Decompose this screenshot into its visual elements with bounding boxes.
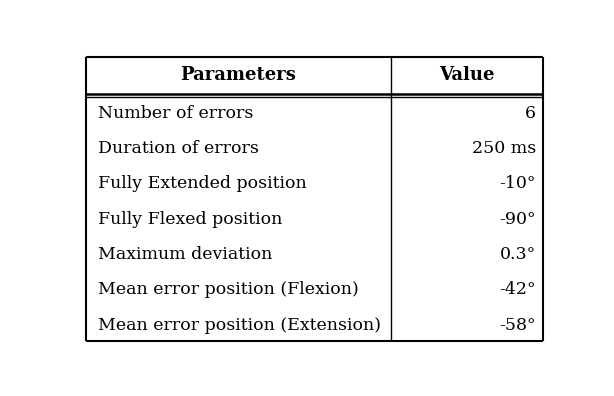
Text: Parameters: Parameters (181, 66, 297, 84)
Text: Duration of errors: Duration of errors (98, 140, 259, 157)
Text: Mean error position (Flexion): Mean error position (Flexion) (98, 282, 359, 299)
Text: 6: 6 (525, 105, 536, 122)
Text: Maximum deviation: Maximum deviation (98, 246, 273, 263)
Text: Value: Value (439, 66, 495, 84)
Text: -42°: -42° (499, 282, 536, 299)
Text: -10°: -10° (499, 175, 536, 192)
Text: 0.3°: 0.3° (500, 246, 536, 263)
Text: Fully Extended position: Fully Extended position (98, 175, 307, 192)
Text: -58°: -58° (499, 317, 536, 334)
Text: 250 ms: 250 ms (472, 140, 536, 157)
Text: Mean error position (Extension): Mean error position (Extension) (98, 317, 381, 334)
Bar (86, 57, 543, 94)
Text: Fully Flexed position: Fully Flexed position (98, 211, 282, 228)
Text: -90°: -90° (499, 211, 536, 228)
Text: Number of errors: Number of errors (98, 105, 254, 122)
Bar (86, 94, 543, 341)
